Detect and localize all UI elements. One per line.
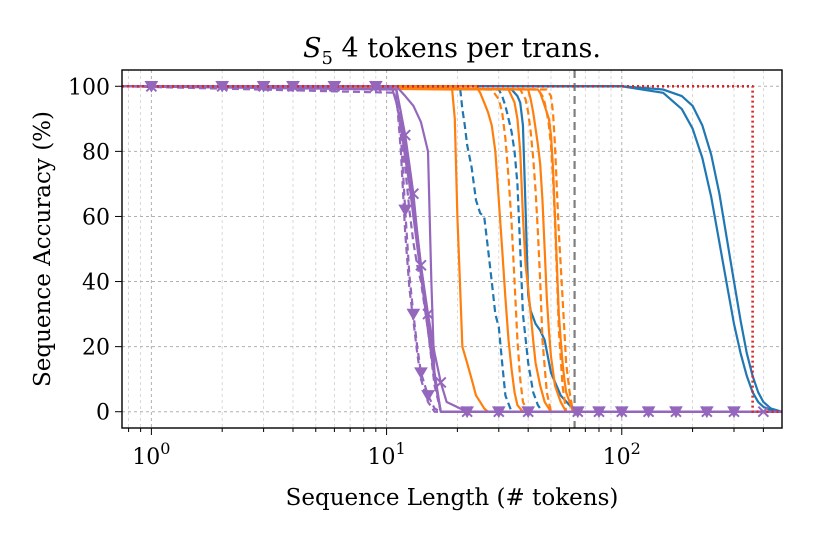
x-tick-label-exponent: 2: [631, 439, 641, 458]
marker-triangle-purple-dashed-1: [521, 406, 536, 419]
x-tick-label: 101: [367, 439, 405, 470]
x-tick-label-base: 10: [603, 445, 631, 470]
series-blue-solid-2: [122, 85, 782, 413]
series-blue-dashed-2: [122, 85, 782, 413]
chart-title-symbol: S: [303, 33, 322, 64]
series-purple-solid-2: [122, 85, 782, 413]
series-orange-solid-4: [122, 85, 782, 413]
x-axis-label: Sequence Length (# tokens): [286, 485, 619, 511]
x-tick-label: 102: [603, 439, 641, 470]
marker-triangle-purple-dashed-1: [699, 406, 714, 419]
marker-triangle-purple-dashed-1: [421, 390, 435, 402]
series-orange-solid-5: [122, 85, 782, 413]
marker-triangle-purple-dashed-1: [215, 80, 230, 93]
series-blue-solid-3: [122, 85, 782, 413]
marker-triangle-purple-dashed-1: [491, 406, 506, 419]
series-blue-solid-1: [122, 85, 782, 413]
series-orange-solid-1: [122, 85, 782, 413]
y-tick-label: 60: [82, 205, 110, 230]
marker-triangle-purple-dashed-1: [614, 406, 629, 419]
marker-triangle-purple-dashed-1: [286, 80, 300, 93]
series-purple-dashed-1: [122, 85, 782, 413]
marker-triangle-purple-dashed-1: [669, 406, 683, 419]
grid: [122, 70, 782, 428]
marker-x-purple-solid-1: [435, 376, 447, 389]
marker-triangle-purple-dashed-1: [398, 204, 413, 217]
y-tick-label: 20: [82, 336, 110, 361]
marker-triangle-purple-dashed-1: [414, 367, 428, 380]
marker-triangle-purple-dashed-1: [641, 406, 656, 419]
series-orange-dashed-2: [122, 85, 782, 413]
series-red-dotted: [122, 84, 782, 414]
x-tick-label-exponent: 0: [160, 439, 170, 458]
marker-triangle-purple-dashed-1: [406, 308, 421, 321]
y-tick-label: 0: [96, 401, 110, 426]
x-tick-label-base: 10: [367, 445, 395, 470]
marker-triangle-purple-dashed-1: [592, 406, 606, 419]
marker-x-purple-solid-1: [399, 129, 411, 141]
marker-x-purple-solid-1: [407, 187, 420, 200]
x-tick-label-exponent: 1: [395, 439, 405, 458]
y-tick-label: 40: [82, 271, 110, 296]
y-axis-label: Sequence Accuracy (%): [30, 111, 56, 387]
series-orange-dashed-1: [122, 85, 782, 413]
series-orange-dashed-3: [122, 85, 782, 413]
series-orange-solid-3: [122, 85, 782, 413]
y-tick-label: 100: [68, 75, 110, 100]
y-tick-label: 80: [82, 140, 110, 165]
x-tick-label-base: 10: [132, 445, 160, 470]
series-orange-solid-2: [122, 85, 782, 413]
marker-triangle-purple-dashed-1: [144, 80, 159, 93]
series-purple-solid-4: [122, 85, 782, 413]
chart-title-subscript: 5: [321, 48, 332, 69]
chart-title-rest: 4 tokens per trans.: [333, 33, 601, 64]
marker-x-purple-solid-1: [415, 259, 427, 271]
marker-triangle-purple-dashed-1: [727, 406, 741, 419]
marker-triangle-purple-dashed-1: [368, 80, 383, 93]
marker-layer: [144, 80, 770, 419]
series-purple-solid-1: [122, 85, 782, 413]
series-purple-solid-3: [122, 85, 782, 413]
series-purple-dashed-2: [122, 85, 782, 413]
series-orange-dashed-4: [122, 85, 782, 413]
marker-triangle-purple-dashed-1: [256, 80, 271, 93]
series-layer: [122, 70, 782, 428]
plot-frame: [121, 69, 783, 429]
chart-title: S5 4 tokens per trans.: [303, 33, 601, 69]
x-tick-label: 100: [132, 439, 170, 470]
series-blue-dashed-1: [122, 85, 782, 413]
marker-triangle-purple-dashed-1: [460, 406, 474, 419]
marker-triangle-purple-dashed-1: [327, 80, 342, 93]
marker-x-purple-solid-1: [422, 308, 434, 320]
marker-triangle-purple-dashed-1: [570, 406, 585, 419]
marker-x-purple-solid-1: [757, 406, 770, 418]
series-purple-dashed-3: [122, 85, 782, 413]
